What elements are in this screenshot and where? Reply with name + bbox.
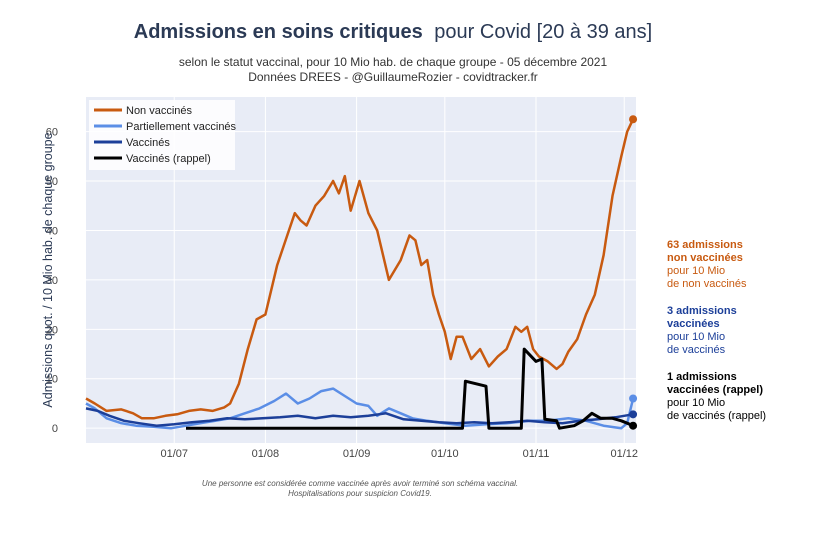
- y-axis-ticks: 0 10 20 30 40 50 60: [46, 127, 58, 436]
- x-tick-label: 01/09: [343, 448, 371, 460]
- legend: Non vaccinés Partiellement vaccinés Vaccin…: [89, 100, 237, 170]
- footnote-line2: Hospitalisations pour suspicion Covid19.: [288, 489, 432, 498]
- series-endpoint-3: [629, 410, 638, 419]
- y-axis-label: Admissions quot. / 10 Mio hab. de chaque…: [41, 132, 55, 407]
- annotation-1: 63 admissions non vaccinées pour 10 Mio de …: [667, 239, 747, 290]
- y-tick-label: 20: [46, 324, 58, 336]
- x-tick-label: 01/07: [160, 448, 188, 460]
- y-tick-label: 60: [46, 127, 58, 139]
- x-tick-label: 01/12: [610, 448, 638, 460]
- annotation-bold-line: non vaccinées: [667, 252, 743, 264]
- annotation-line: de non vaccinés: [667, 278, 747, 290]
- annotation-bold-line: vaccinées: [667, 318, 720, 330]
- series-line-3: [85, 407, 634, 427]
- x-tick-label: 01/11: [523, 448, 550, 460]
- legend-label: Vaccinés: [126, 137, 170, 149]
- chart-subtitle-line2: Données DREES - @GuillaumeRozier - covid…: [248, 70, 538, 84]
- x-tick-label: 01/10: [431, 448, 459, 460]
- chart-title: Admissions en soins critiques pour Covid…: [134, 21, 652, 43]
- annotation-line: de vaccinés: [667, 344, 726, 356]
- annotation-bold-line: vaccinées (rappel): [667, 384, 763, 396]
- annotations: 63 admissions non vaccinées pour 10 Mio de …: [667, 239, 766, 422]
- annotation-line: pour 10 Mio: [667, 265, 725, 277]
- annotation-bold-line: 63 admissions: [667, 239, 743, 251]
- series-endpoint-4: [629, 421, 638, 430]
- series-line-4: [186, 347, 634, 430]
- series-lines: [85, 118, 635, 430]
- y-tick-label: 10: [46, 374, 58, 386]
- y-tick-label: 0: [52, 423, 58, 435]
- annotation-3: 1 admissions vaccinées (rappel) pour 10 Mi…: [667, 371, 766, 422]
- series-endpoint-2: [629, 394, 638, 403]
- y-tick-label: 30: [46, 275, 58, 287]
- annotation-line: pour 10 Mio: [667, 331, 725, 343]
- series-line-1: [85, 118, 635, 420]
- y-tick-label: 40: [46, 225, 58, 237]
- chart-subtitle-line1: selon le statut vaccinal, pour 10 Mio ha…: [179, 55, 608, 69]
- footnote-line1: Une personne est considérée comme vaccin…: [202, 479, 518, 488]
- x-tick-label: 01/08: [252, 448, 280, 460]
- annotation-line: de vaccinés (rappel): [667, 410, 766, 422]
- legend-label: Vaccinés (rappel): [126, 153, 211, 165]
- annotation-line: pour 10 Mio: [667, 397, 725, 409]
- annotation-bold-line: 3 admissions: [667, 305, 737, 317]
- series-endpoint-1: [629, 115, 638, 124]
- legend-label: Partiellement vaccinés: [126, 121, 237, 133]
- annotation-2: 3 admissions vaccinées pour 10 Mio de vacci…: [667, 305, 737, 356]
- annotation-bold-line: 1 admissions: [667, 371, 737, 383]
- y-tick-label: 50: [46, 176, 58, 188]
- legend-label: Non vaccinés: [126, 105, 193, 117]
- chart-title-rest: pour Covid [20 à 39 ans]: [434, 21, 652, 43]
- x-axis-ticks: 01/07 01/08 01/09 01/10 01/11 01/12: [160, 448, 638, 460]
- series-endpoints: [629, 115, 638, 430]
- chart-title-bold: Admissions en soins critiques: [134, 21, 423, 43]
